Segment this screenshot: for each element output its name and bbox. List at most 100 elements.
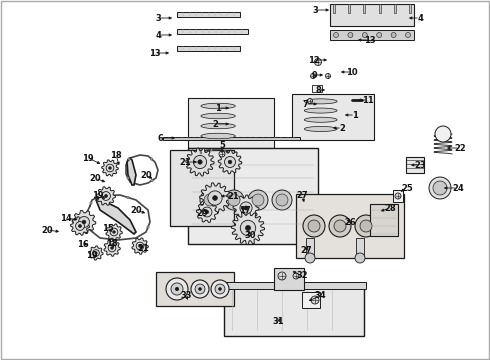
Circle shape <box>433 181 447 195</box>
Circle shape <box>90 202 92 204</box>
Circle shape <box>293 273 299 279</box>
Circle shape <box>355 215 377 237</box>
Circle shape <box>213 196 218 200</box>
Polygon shape <box>177 45 240 50</box>
Bar <box>364 4 366 13</box>
Text: 13: 13 <box>149 49 161 58</box>
Circle shape <box>150 158 153 160</box>
Polygon shape <box>72 210 96 234</box>
Polygon shape <box>163 136 300 140</box>
Polygon shape <box>218 150 242 174</box>
Text: 14: 14 <box>60 213 72 222</box>
Circle shape <box>406 32 411 37</box>
Text: 21: 21 <box>137 243 149 252</box>
Circle shape <box>78 216 90 228</box>
Text: 25: 25 <box>401 184 413 193</box>
Text: 10: 10 <box>346 68 358 77</box>
Circle shape <box>278 272 286 280</box>
Circle shape <box>211 280 229 298</box>
Circle shape <box>151 179 153 182</box>
Circle shape <box>362 32 368 37</box>
Polygon shape <box>71 217 90 235</box>
Circle shape <box>311 73 316 78</box>
Circle shape <box>219 288 221 291</box>
Circle shape <box>108 244 116 252</box>
Bar <box>333 4 335 13</box>
Polygon shape <box>186 148 214 176</box>
Circle shape <box>75 222 84 230</box>
Text: 5: 5 <box>219 140 225 149</box>
Bar <box>394 4 396 13</box>
Text: 2: 2 <box>339 123 345 132</box>
Circle shape <box>198 160 202 164</box>
Circle shape <box>308 99 313 104</box>
Circle shape <box>202 207 212 217</box>
Polygon shape <box>177 28 248 33</box>
Circle shape <box>435 126 451 142</box>
Text: 9: 9 <box>311 71 317 80</box>
Bar <box>156 272 234 306</box>
Text: 22: 22 <box>454 144 466 153</box>
Bar <box>370 204 398 236</box>
Text: 20: 20 <box>140 171 152 180</box>
Ellipse shape <box>304 99 337 104</box>
Circle shape <box>308 220 320 232</box>
Text: 20: 20 <box>130 206 142 215</box>
Bar <box>222 282 366 289</box>
Circle shape <box>272 190 292 210</box>
Circle shape <box>78 225 81 228</box>
Bar <box>188 148 318 244</box>
Circle shape <box>109 167 111 169</box>
Circle shape <box>127 177 129 179</box>
Circle shape <box>355 253 365 263</box>
Circle shape <box>85 217 87 219</box>
Bar <box>224 286 364 336</box>
Text: 18: 18 <box>106 239 118 248</box>
Bar <box>409 4 411 13</box>
Polygon shape <box>233 195 259 221</box>
Text: 24: 24 <box>452 184 464 193</box>
Text: 20: 20 <box>41 225 53 234</box>
Bar <box>406 157 424 173</box>
Circle shape <box>334 220 346 232</box>
Text: 16: 16 <box>77 239 89 248</box>
Bar <box>330 30 414 40</box>
Text: 30: 30 <box>244 230 256 239</box>
Bar <box>356 238 364 258</box>
Bar <box>312 85 322 92</box>
Text: 18: 18 <box>110 150 122 159</box>
Ellipse shape <box>201 113 235 119</box>
Bar <box>379 4 381 13</box>
Circle shape <box>244 206 248 210</box>
Text: 21: 21 <box>227 192 239 201</box>
Text: 28: 28 <box>384 203 396 212</box>
Circle shape <box>240 220 256 236</box>
Text: 17: 17 <box>239 206 251 215</box>
Text: 34: 34 <box>314 292 326 301</box>
Text: 8: 8 <box>315 86 321 95</box>
Text: 27: 27 <box>300 246 312 255</box>
Text: 4: 4 <box>417 14 423 23</box>
Ellipse shape <box>304 117 337 122</box>
Circle shape <box>360 220 372 232</box>
Circle shape <box>136 242 144 250</box>
Polygon shape <box>199 183 230 213</box>
Circle shape <box>171 283 183 295</box>
Circle shape <box>377 32 382 37</box>
Circle shape <box>95 252 97 254</box>
Circle shape <box>303 215 325 237</box>
Bar <box>292 94 374 140</box>
Text: 11: 11 <box>362 95 374 104</box>
Text: 1: 1 <box>352 111 358 120</box>
Polygon shape <box>196 202 218 222</box>
Polygon shape <box>106 224 122 240</box>
Ellipse shape <box>304 108 337 113</box>
Circle shape <box>200 152 202 154</box>
Circle shape <box>106 164 114 172</box>
Polygon shape <box>104 240 120 256</box>
Circle shape <box>395 193 401 199</box>
Polygon shape <box>132 238 148 254</box>
Circle shape <box>198 288 201 291</box>
Circle shape <box>128 158 130 160</box>
Circle shape <box>104 194 107 197</box>
